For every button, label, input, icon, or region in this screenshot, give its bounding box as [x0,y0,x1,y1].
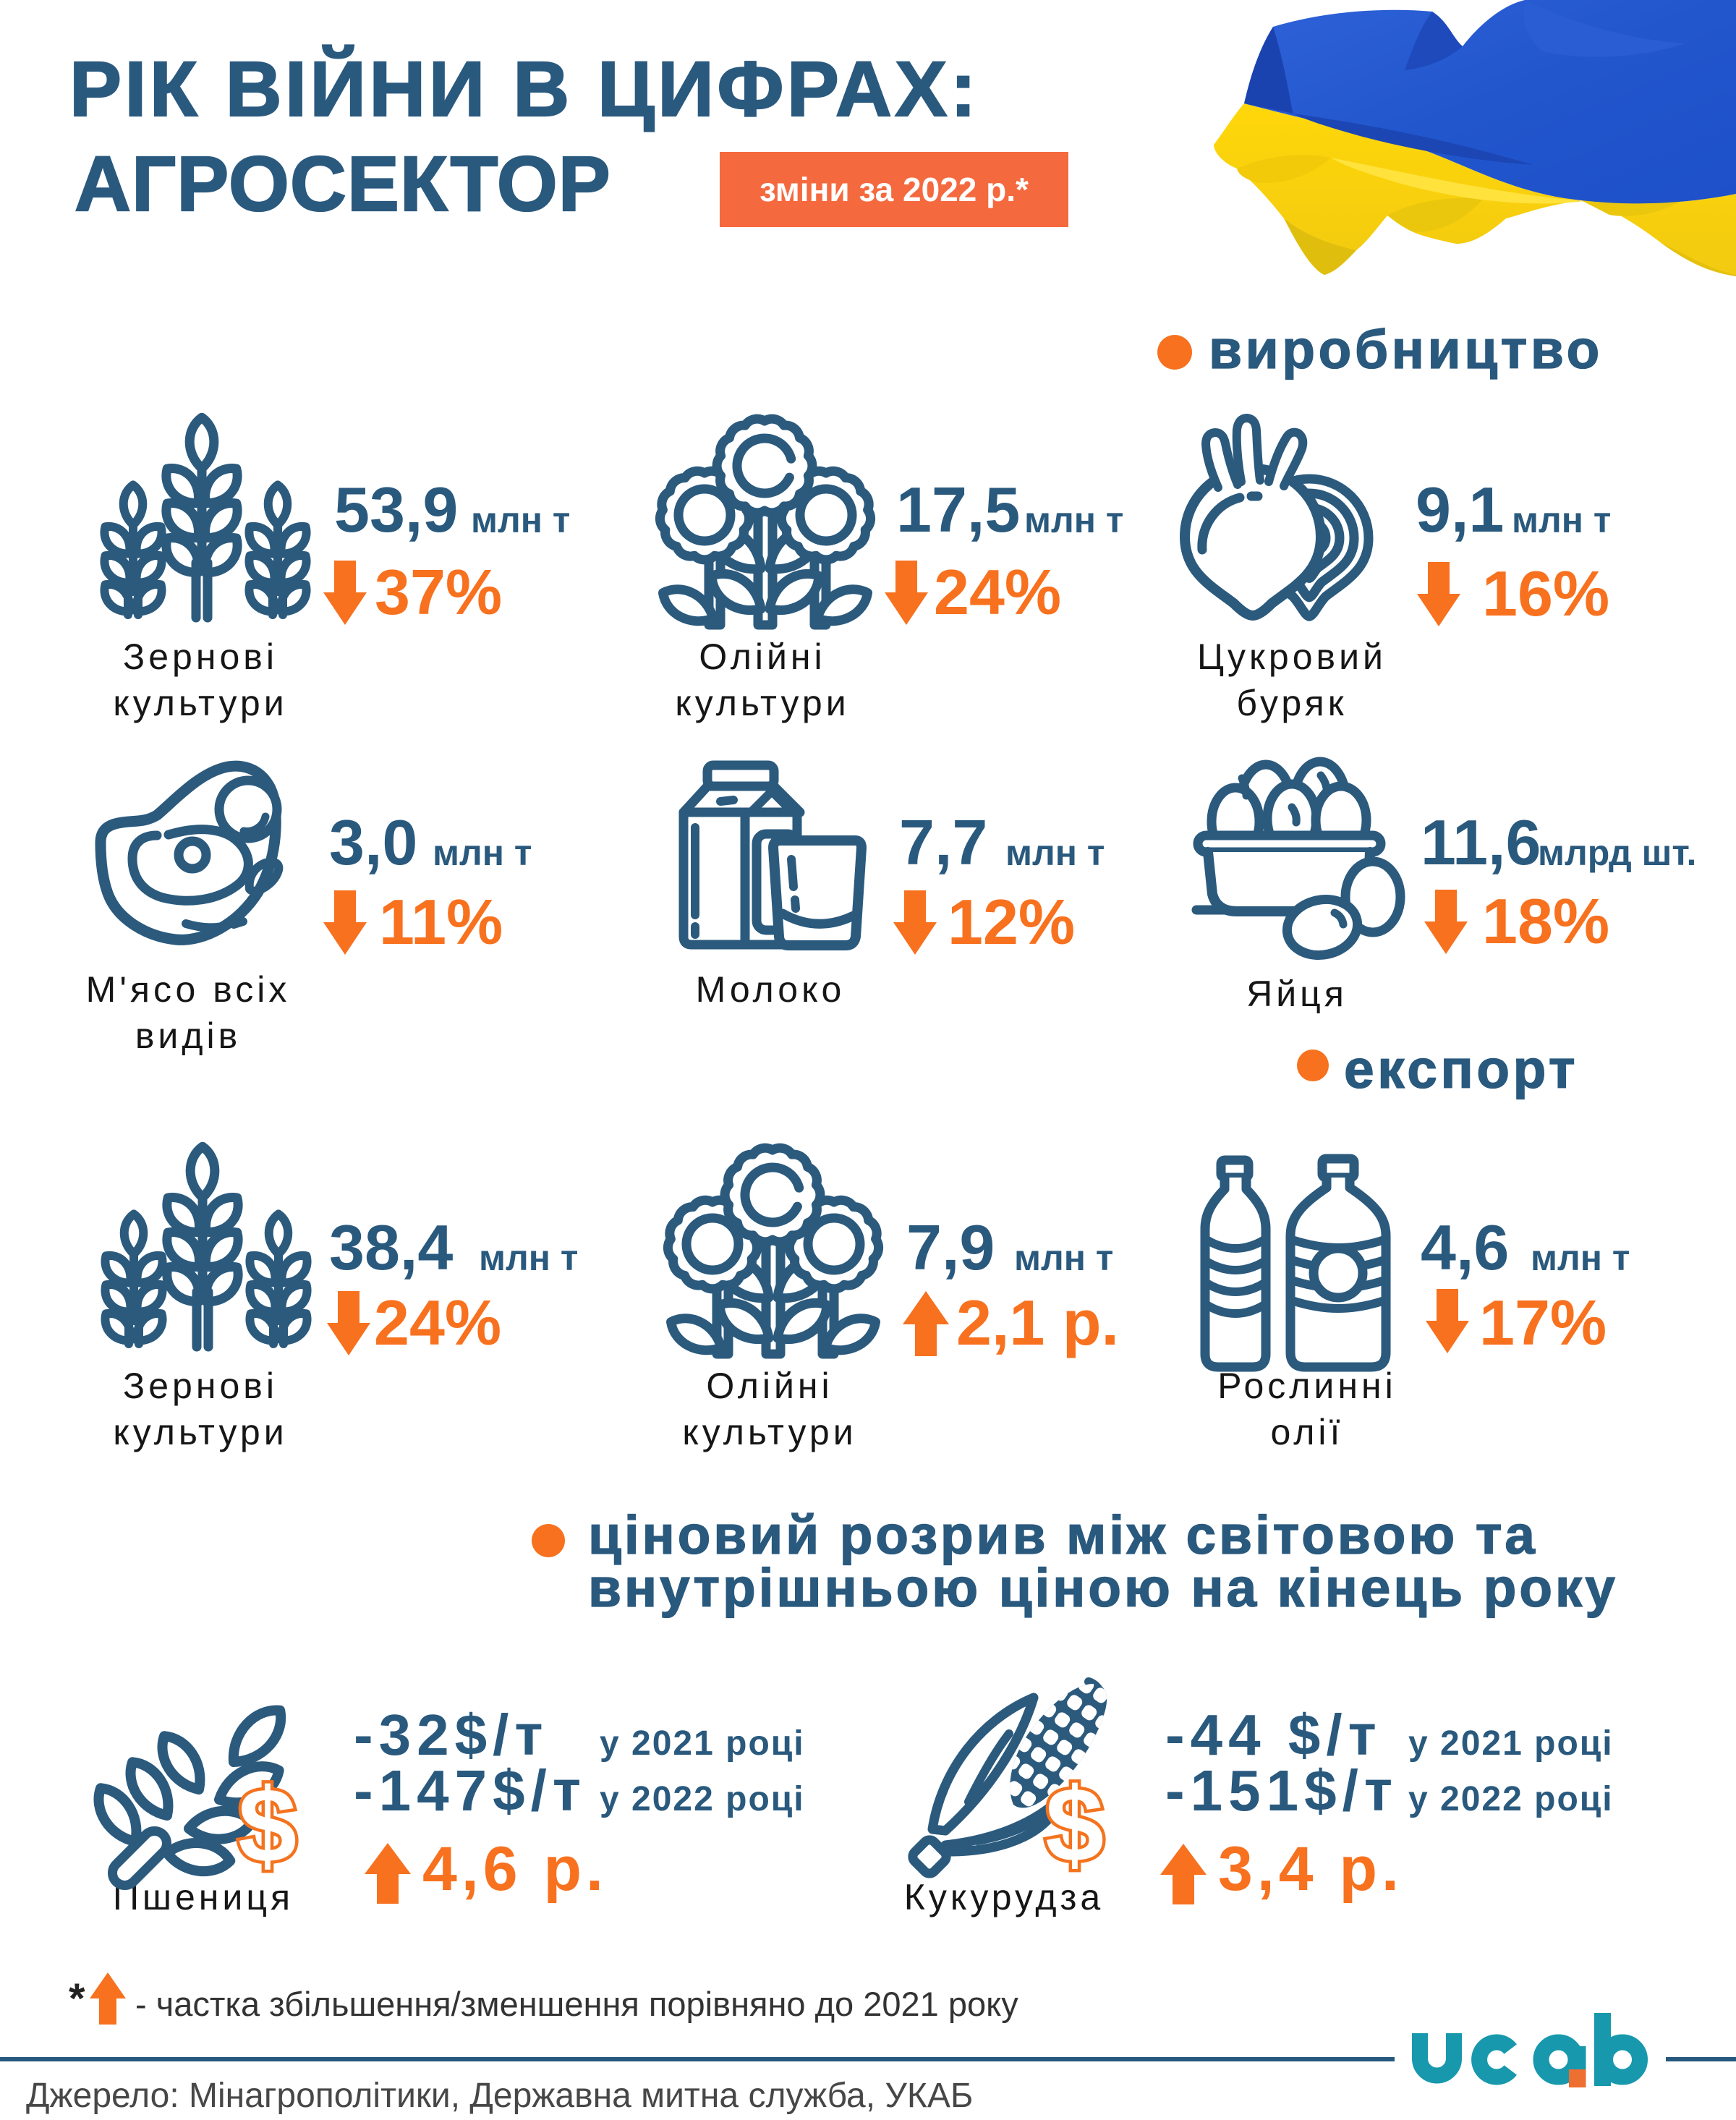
svg-text:$: $ [1045,1766,1104,1883]
svg-text:$: $ [238,1766,297,1884]
